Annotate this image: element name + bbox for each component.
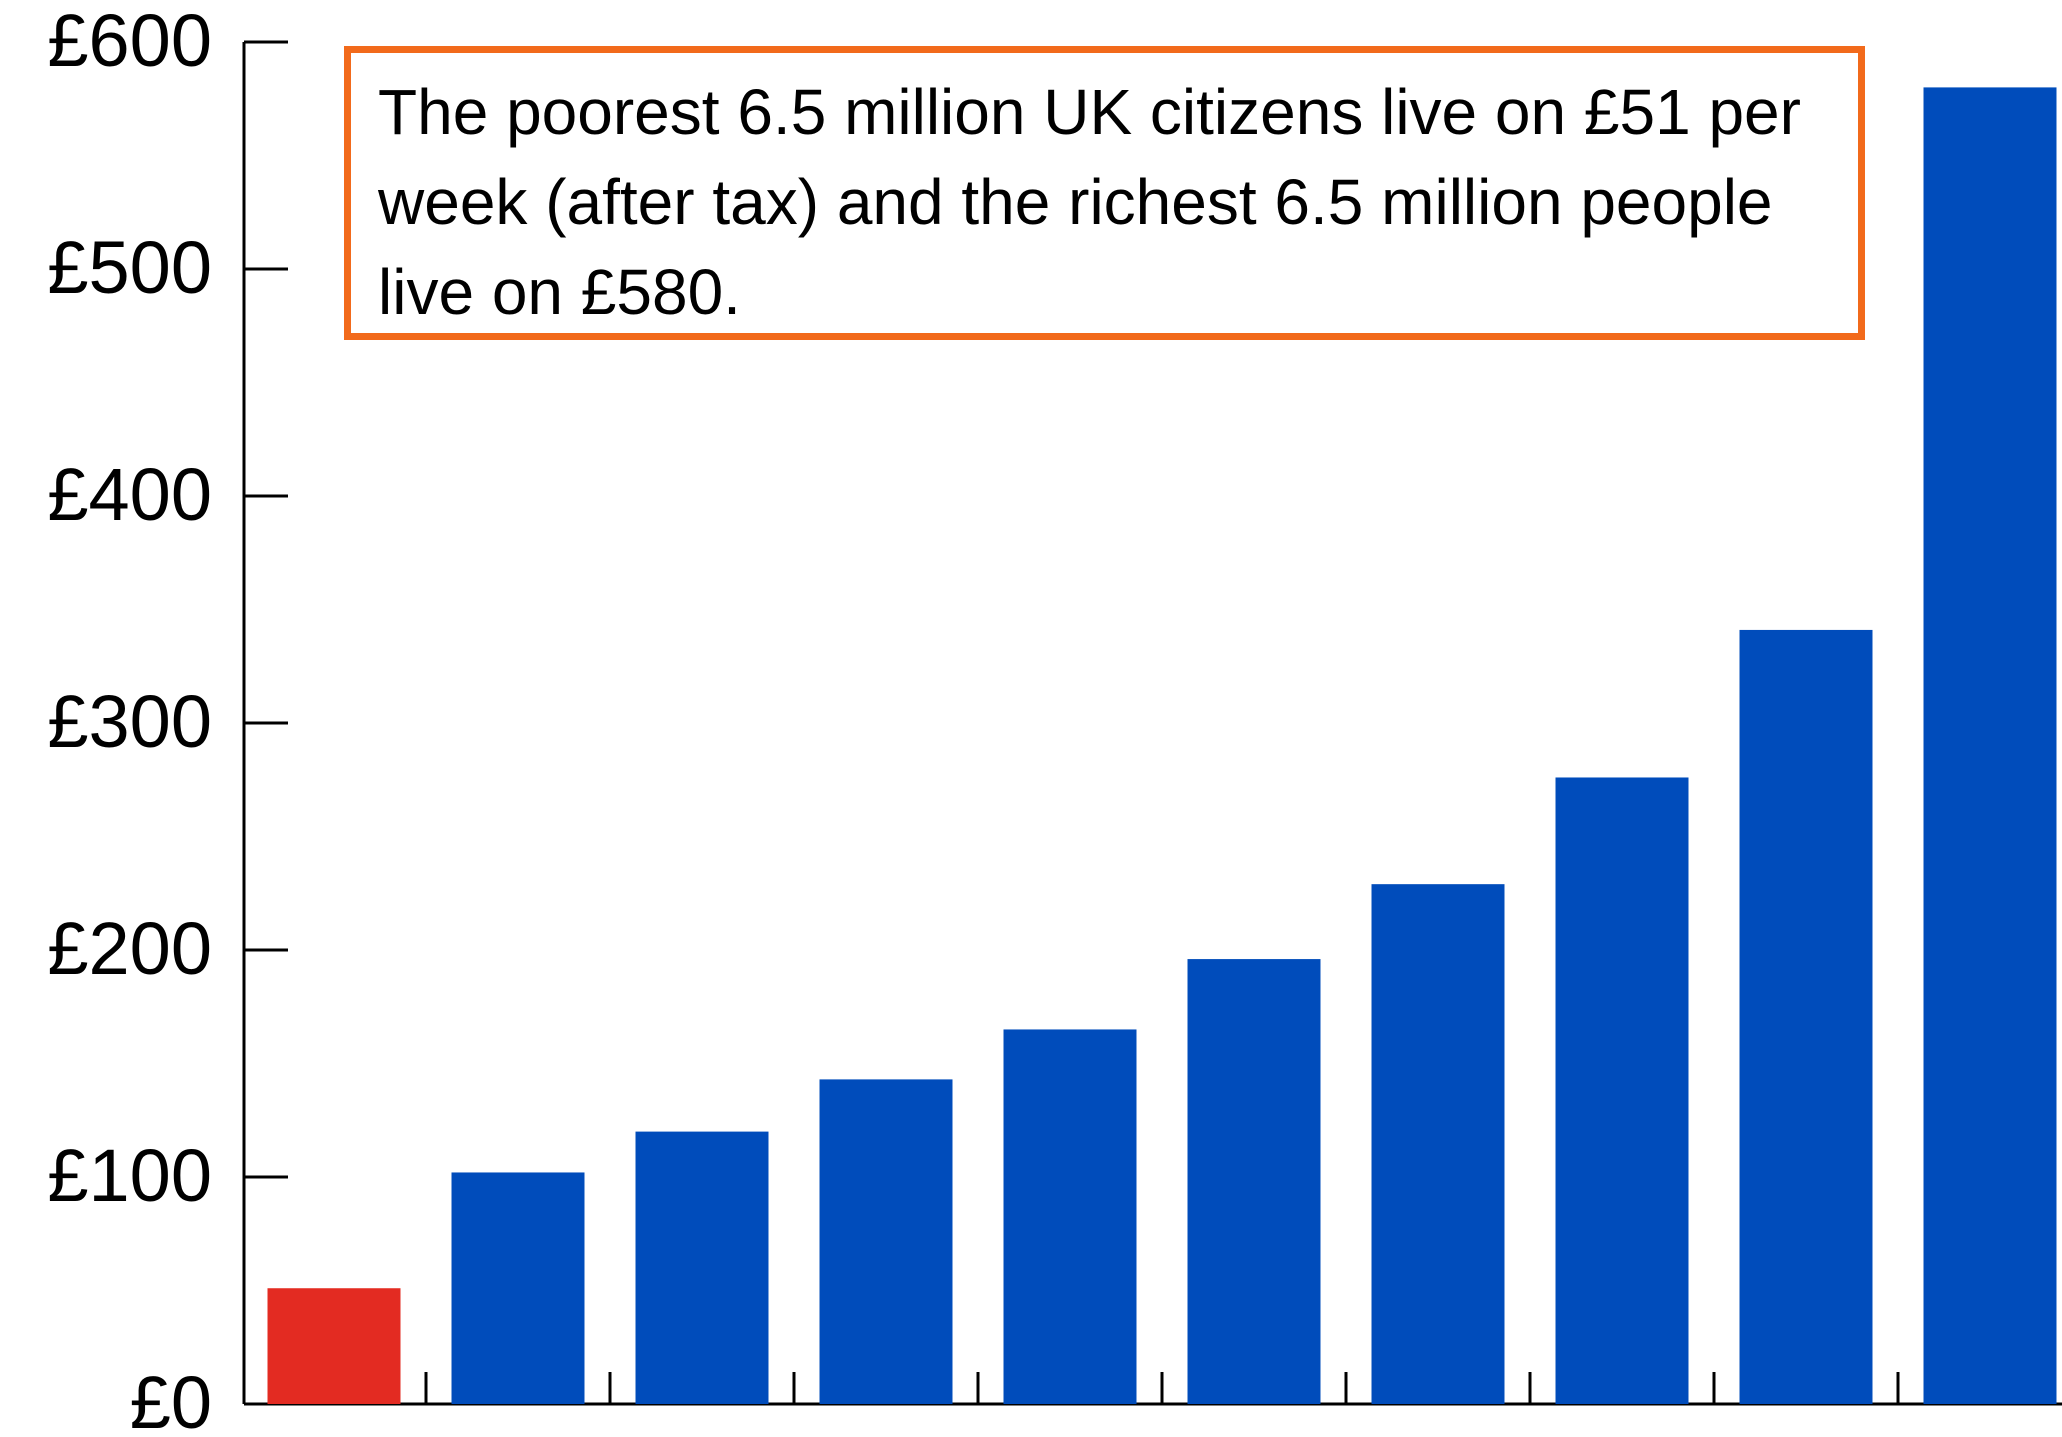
bar <box>451 1172 585 1404</box>
annotation-text: The poorest 6.5 million UK citizens live… <box>378 76 1801 328</box>
y-tick-label: £0 <box>130 1361 212 1437</box>
bar <box>819 1079 953 1404</box>
y-tick-label: £500 <box>47 226 212 309</box>
annotation-box: The poorest 6.5 million UK citizens live… <box>344 46 1865 340</box>
bar <box>1371 884 1505 1404</box>
bar <box>1739 629 1873 1404</box>
bar <box>1187 959 1321 1404</box>
y-tick-label: £600 <box>47 0 212 82</box>
bar <box>635 1131 769 1404</box>
bar <box>267 1288 401 1404</box>
y-tick-label: £100 <box>47 1134 212 1217</box>
bar <box>1003 1029 1137 1404</box>
bar <box>1923 87 2057 1404</box>
bar <box>1555 777 1689 1404</box>
y-tick-label: £200 <box>47 907 212 990</box>
y-tick-label: £300 <box>47 680 212 763</box>
y-tick-label: £400 <box>47 453 212 536</box>
y-axis: £0 £100 £200 £300 £400 £500 £600 <box>47 0 288 1437</box>
bars <box>267 87 2057 1404</box>
